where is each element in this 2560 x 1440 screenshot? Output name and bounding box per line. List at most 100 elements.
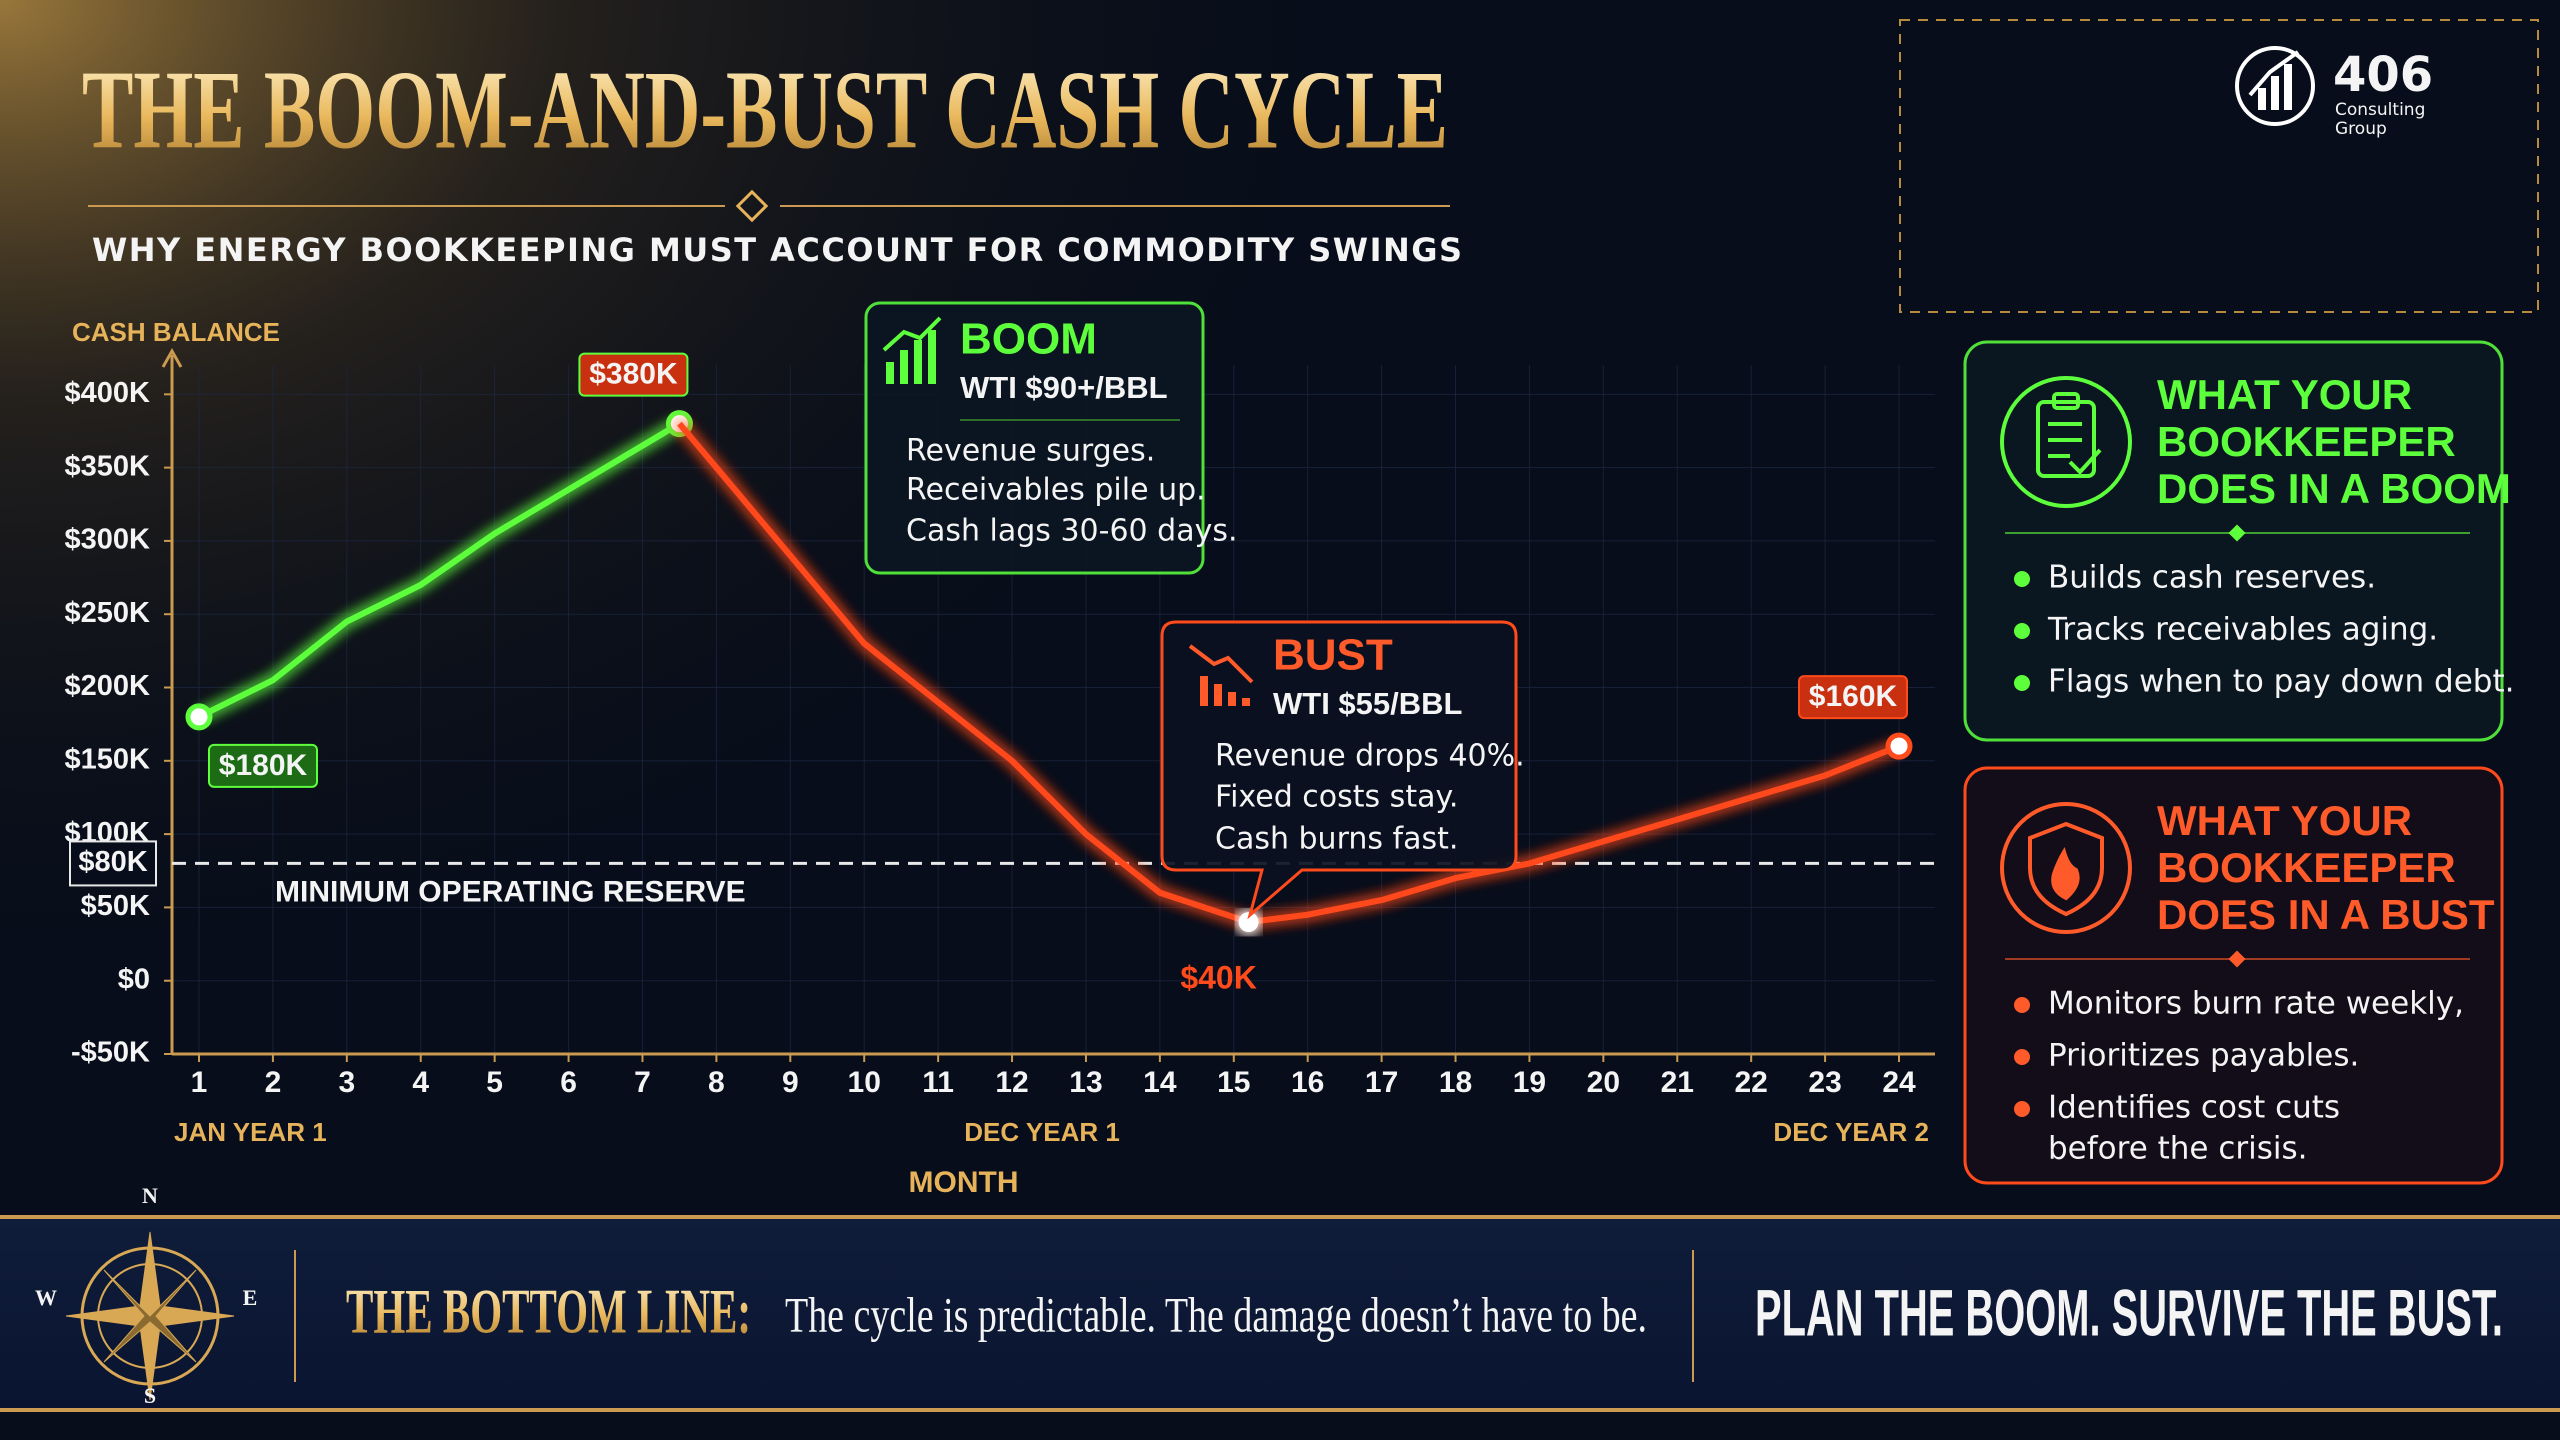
bullet-text: Identifies cost cuts [2048,1090,2340,1126]
y-tick-label: $250K [65,597,151,629]
bullet-text: Monitors burn rate weekly, [2048,986,2464,1022]
x-tick-label: 9 [782,1066,799,1099]
compass-label: W [35,1285,57,1310]
y-tick-label: $50K [81,890,150,922]
y-tick-label: $300K [65,524,151,556]
value-label: $180K [219,749,308,782]
bullet-text: Flags when to pay down debt. [2048,664,2514,700]
clipboard-icon [2000,376,2132,508]
cash-line [197,421,681,720]
panel-title: BOOKKEEPER [2157,844,2456,891]
value-label-box [208,743,318,788]
callout-line: Revenue surges. [906,434,1155,469]
x-tick-label: 8 [708,1066,725,1099]
bottom-bar [0,1215,2560,1412]
logo-text: Consulting [2335,100,2425,120]
cash-line [677,421,1901,926]
x-tick-label: 18 [1439,1066,1472,1099]
x-tick-label: 3 [338,1066,355,1099]
callout-line: Fixed costs stay. [1215,780,1458,815]
x-tick-label: 10 [848,1066,881,1099]
x-tick-label: 14 [1143,1066,1177,1099]
x-sublabel: DEC YEAR 2 [1773,1117,1929,1147]
point [1238,912,1259,933]
bullet [2014,997,2030,1013]
callout-line: Cash lags 30-60 days. [906,514,1238,549]
panel-title: DOES IN A BUST [2157,891,2495,938]
bust-panel [1963,766,2504,1185]
callout-line: Revenue drops 40%. [1215,739,1525,774]
boom-panel [1963,340,2504,742]
x-tick-label: 24 [1882,1066,1916,1099]
bust-callout [1160,620,1518,920]
boom-icon [882,316,942,384]
value-label-box [1798,675,1908,720]
diamond [735,189,769,223]
panel-title: BOOKKEEPER [2157,418,2456,465]
bullet-text: Tracks receivables aging. [2047,612,2438,648]
x-tick-label: 17 [1365,1066,1398,1099]
slogan: PLAN THE BOOM. SURVIVE THE BUST. [1755,1275,2503,1349]
bullet [2014,623,2030,639]
bullet-text: Prioritizes payables. [2048,1038,2359,1074]
y-axis-arrow [161,347,183,368]
callout-line: Receivables pile up. [906,473,1206,508]
shield-icon [2000,802,2132,934]
y-tick-label: $350K [65,450,151,482]
chart: $400K$350K$300K$250K$200K$150K$100K$50K$… [65,347,1935,1199]
x-tick-label: 5 [486,1066,503,1099]
subtitle: WHY ENERGY BOOKKEEPING MUST ACCOUNT FOR … [92,231,1462,269]
reserve-text: MINIMUM OPERATING RESERVE [275,875,746,908]
bullet-text: Builds cash reserves. [2048,560,2376,596]
compass [65,1231,235,1401]
value-label-box [578,352,689,397]
value-label: $380K [589,358,678,391]
callout-subtitle: WTI $90+/BBL [960,370,1168,405]
x-tick-label: 21 [1661,1066,1694,1099]
value-label: $160K [1809,680,1898,713]
compass-label: N [142,1183,158,1208]
y-tick-label: $200K [65,670,151,702]
x-tick-label: 1 [191,1066,208,1099]
x-tick-label: 7 [634,1066,651,1099]
callout-title: BOOM [960,315,1097,364]
callout-subtitle: WTI $55/BBL [1273,686,1462,721]
title: THE BOOM-AND-BUST CASH CYCLE [82,49,1448,173]
logo-text: Group [2335,119,2387,139]
x-axis-title: MONTH [909,1166,1019,1199]
x-tick-label: 23 [1808,1066,1841,1099]
panel-title: WHAT YOUR [2157,371,2412,418]
panel-title: WHAT YOUR [2157,797,2412,844]
bullet [2014,1101,2030,1117]
x-tick-label: 20 [1587,1066,1620,1099]
logo-number: 406 [2333,47,2433,103]
bullet [2014,571,2030,587]
x-tick-label: 2 [265,1066,282,1099]
point [1885,732,1913,760]
reserve-label: $80K [78,846,147,878]
x-tick-label: 16 [1291,1066,1324,1099]
callout-line: Cash burns fast. [1215,822,1458,857]
compass-label: S [144,1383,156,1408]
bottom-text: The cycle is predictable. The damage doe… [785,1286,1647,1342]
x-tick-label: 13 [1069,1066,1102,1099]
x-tick-label: 6 [560,1066,577,1099]
x-tick-label: 4 [412,1066,429,1099]
bust-icon [1188,644,1254,706]
point [185,703,213,731]
compass-label: E [243,1285,258,1310]
x-sublabel: JAN YEAR 1 [174,1117,327,1147]
value-label: $40K [1180,960,1257,996]
bullet [2014,1049,2030,1065]
boom-callout [864,301,1205,575]
panel-title: DOES IN A BOOM [2157,465,2511,512]
y-tick-label: $0 [118,963,150,995]
x-tick-label: 12 [995,1066,1028,1099]
logo-frame [1899,19,2539,313]
y-tick-label: $150K [65,743,151,775]
y-axis-title: CASH BALANCE [72,317,280,347]
bullet [2014,675,2030,691]
callout-title: BUST [1273,631,1393,680]
bullet-text: before the crisis. [2048,1131,2308,1167]
